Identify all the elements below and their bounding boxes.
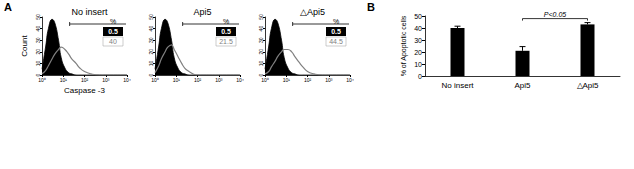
svg-text:10⁰: 10⁰ — [151, 77, 159, 83]
svg-text:30: 30 — [148, 37, 154, 43]
svg-text:10: 10 — [258, 60, 264, 66]
svg-text:50: 50 — [258, 14, 264, 20]
svg-text:10²: 10² — [304, 77, 312, 83]
svg-text:10³: 10³ — [325, 77, 333, 83]
svg-text:10⁰: 10⁰ — [38, 77, 46, 83]
svg-text:40: 40 — [148, 26, 154, 32]
svg-text:10³: 10³ — [102, 77, 110, 83]
svg-text:No insert: No insert — [441, 81, 474, 90]
svg-text:0: 0 — [257, 73, 264, 77]
svg-text:44.5: 44.5 — [329, 38, 343, 45]
svg-text:%: % — [110, 18, 116, 25]
svg-text:50: 50 — [414, 13, 422, 20]
svg-text:10¹: 10¹ — [60, 77, 68, 83]
svg-text:20: 20 — [414, 49, 422, 56]
svg-text:0: 0 — [34, 73, 41, 77]
svg-text:10⁰: 10⁰ — [261, 77, 269, 83]
svg-text:10: 10 — [148, 60, 154, 66]
svg-text:30: 30 — [35, 37, 41, 43]
svg-text:0.5: 0.5 — [108, 28, 118, 35]
svg-text:10³: 10³ — [215, 77, 223, 83]
svg-text:10: 10 — [35, 60, 41, 66]
svg-text:% of Apoptotic cells: % of Apoptotic cells — [400, 15, 408, 76]
svg-text:10¹: 10¹ — [173, 77, 181, 83]
svg-text:10: 10 — [414, 61, 422, 68]
svg-text:0: 0 — [418, 73, 422, 80]
svg-text:Caspase -3: Caspase -3 — [64, 86, 105, 95]
svg-text:0: 0 — [147, 73, 154, 77]
svg-text:40: 40 — [109, 38, 117, 45]
svg-text:20: 20 — [148, 49, 154, 55]
svg-text:A: A — [4, 1, 12, 13]
svg-text:40: 40 — [258, 26, 264, 32]
svg-text:10²: 10² — [194, 77, 202, 83]
svg-text:0.5: 0.5 — [331, 28, 341, 35]
svg-text:20: 20 — [35, 49, 41, 55]
svg-text:20: 20 — [258, 49, 264, 55]
svg-text:Count: Count — [20, 35, 29, 57]
svg-text:50: 50 — [35, 14, 41, 20]
svg-text:%: % — [333, 18, 339, 25]
svg-text:Api5: Api5 — [514, 81, 531, 90]
svg-text:△Api5: △Api5 — [576, 81, 599, 90]
svg-text:40: 40 — [414, 25, 422, 32]
svg-text:%: % — [223, 18, 229, 25]
svg-text:No insert: No insert — [71, 7, 108, 17]
svg-text:10⁴: 10⁴ — [123, 77, 131, 83]
svg-text:△Api5: △Api5 — [300, 7, 325, 17]
svg-text:40: 40 — [35, 26, 41, 32]
svg-text:B: B — [367, 1, 375, 13]
svg-text:0.5: 0.5 — [221, 28, 231, 35]
svg-text:10²: 10² — [81, 77, 89, 83]
svg-text:50: 50 — [148, 14, 154, 20]
svg-text:P<0.05: P<0.05 — [544, 11, 566, 18]
svg-text:10¹: 10¹ — [283, 77, 291, 83]
svg-text:10⁴: 10⁴ — [236, 77, 244, 83]
svg-text:Api5: Api5 — [193, 7, 211, 17]
svg-text:21.5: 21.5 — [219, 38, 233, 45]
svg-text:30: 30 — [258, 37, 264, 43]
svg-text:10⁴: 10⁴ — [346, 77, 354, 83]
svg-text:30: 30 — [414, 37, 422, 44]
